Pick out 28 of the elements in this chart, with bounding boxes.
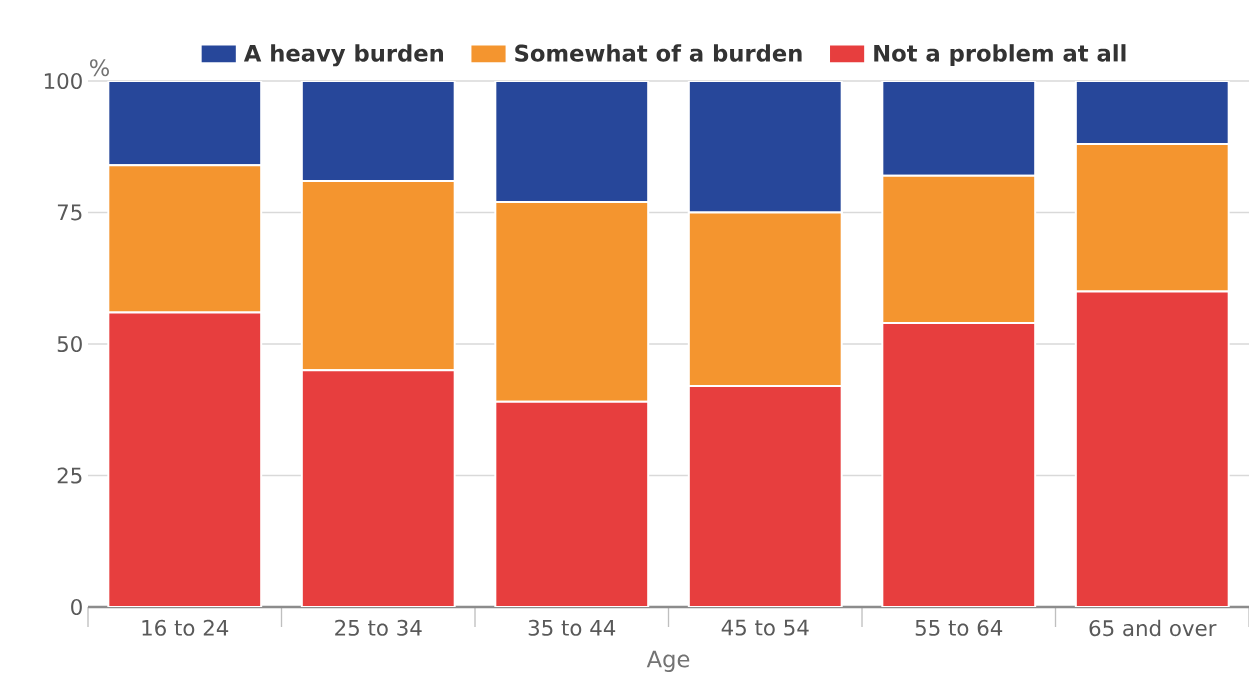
y-axis-title: %	[89, 59, 109, 77]
y-tick-label: 75	[57, 204, 82, 221]
y-tick-label: 0	[71, 598, 82, 616]
x-tick-label: 55 to 64	[915, 619, 1003, 636]
y-tick-label: 50	[57, 335, 82, 353]
x-tick-label: 45 to 54	[721, 619, 809, 636]
x-tick-label: 25 to 34	[335, 619, 422, 636]
bar	[1074, 290, 1230, 607]
bar	[107, 81, 263, 167]
bar	[687, 385, 843, 607]
x-axis-title: Age	[646, 650, 690, 672]
bar	[300, 369, 456, 607]
x-tick-label: 65 and over	[1089, 619, 1217, 637]
bar	[881, 321, 1037, 607]
x-tick-label: 35 to 44	[528, 619, 616, 636]
y-tick-label: 25	[57, 467, 82, 484]
bar	[881, 81, 1037, 177]
x-tick-label: 16 to 24	[142, 619, 229, 636]
legend-label: Somewhat of a burden	[515, 44, 802, 62]
bar	[494, 81, 650, 203]
y-tick-label: 100	[44, 72, 82, 90]
legend-label: A heavy burden	[243, 44, 444, 67]
bar	[494, 400, 650, 607]
bar	[300, 81, 456, 182]
bar	[687, 81, 843, 214]
bar	[1074, 81, 1230, 146]
bar	[107, 311, 263, 607]
legend-label: Not a problem at all	[874, 44, 1126, 67]
